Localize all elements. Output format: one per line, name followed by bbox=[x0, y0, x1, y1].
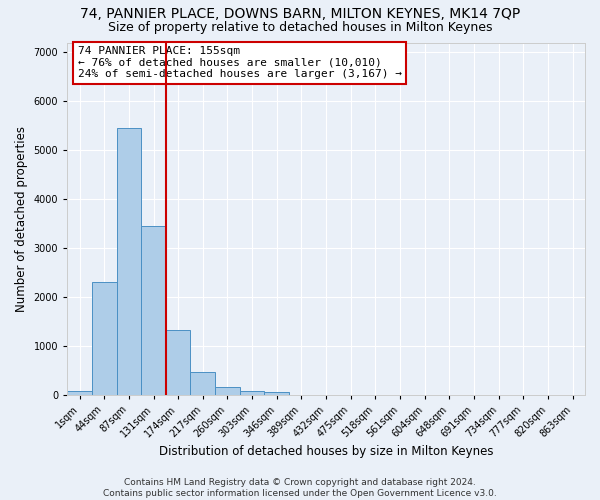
Bar bbox=[116, 128, 141, 395]
Bar bbox=[92, 282, 116, 395]
Text: Contains HM Land Registry data © Crown copyright and database right 2024.
Contai: Contains HM Land Registry data © Crown c… bbox=[103, 478, 497, 498]
Bar bbox=[265, 392, 289, 395]
Text: Size of property relative to detached houses in Milton Keynes: Size of property relative to detached ho… bbox=[108, 21, 492, 34]
X-axis label: Distribution of detached houses by size in Milton Keynes: Distribution of detached houses by size … bbox=[159, 444, 493, 458]
Text: 74 PANNIER PLACE: 155sqm
← 76% of detached houses are smaller (10,010)
24% of se: 74 PANNIER PLACE: 155sqm ← 76% of detach… bbox=[77, 46, 401, 79]
Bar bbox=[240, 391, 265, 395]
Bar bbox=[166, 330, 190, 395]
Text: 74, PANNIER PLACE, DOWNS BARN, MILTON KEYNES, MK14 7QP: 74, PANNIER PLACE, DOWNS BARN, MILTON KE… bbox=[80, 8, 520, 22]
Bar bbox=[141, 226, 166, 395]
Bar bbox=[67, 391, 92, 395]
Bar bbox=[190, 372, 215, 395]
Y-axis label: Number of detached properties: Number of detached properties bbox=[15, 126, 28, 312]
Bar bbox=[215, 388, 240, 395]
